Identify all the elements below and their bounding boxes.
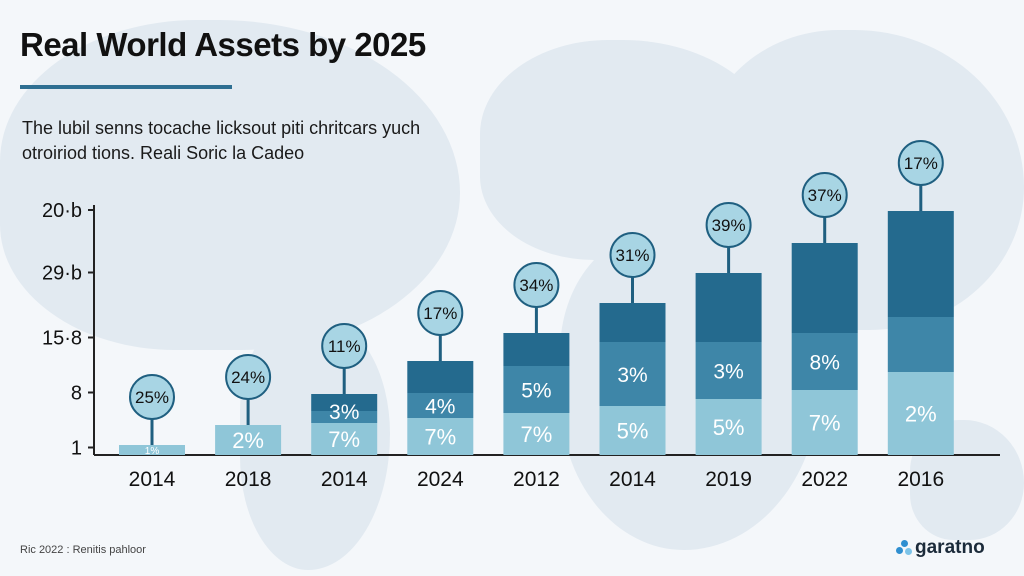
bar-segment-mid [791,333,858,390]
title-underline [20,85,232,89]
bar-segment-mid [503,366,570,413]
x-tick-label: 2018 [225,468,272,491]
bar-segment-light [791,390,858,455]
bubble-label: 11% [328,337,361,356]
bubble-marker [225,354,272,400]
bubble-marker [129,374,175,420]
segment-label: 7% [328,427,360,452]
segment-label: 2% [905,402,937,427]
bar-segment-dark [791,243,858,333]
x-tick-label: 2019 [705,468,752,491]
x-tick-label: 2014 [129,468,176,491]
bar-segment-dark [407,361,474,393]
bubble-label: 39% [712,216,746,235]
bar-segment-light [887,372,954,455]
bar-segment-mid [407,393,474,418]
bubble-marker [513,262,560,308]
segment-label: 5% [521,380,551,403]
bar-segment-light [407,418,474,455]
bar-segment-dark [887,211,954,317]
segment-label: 8% [810,352,840,375]
bubble-label: 34% [519,276,553,295]
bar-segment-mid [887,317,954,372]
x-tick-label: 2016 [897,468,944,491]
bar-segment-light [311,423,378,455]
bubble-label: 17% [423,304,457,323]
segment-label: 7% [809,411,841,436]
bubble-label: 31% [615,246,649,265]
bar-segment-light [599,406,666,455]
brand-logo: garatno [896,537,985,559]
bar-segment-mid [599,342,666,406]
bubble-marker [705,202,752,248]
segment-label: 7% [521,422,553,447]
bubble-label: 37% [808,186,842,205]
segment-label: 4% [425,396,455,419]
segment-label: 1% [145,446,160,457]
bubble-label: 25% [135,388,169,407]
bar-segment-mid [311,411,378,423]
segment-label: 2% [232,428,264,453]
segment-label: 5% [713,415,745,440]
chart-subtitle: The lubil senns tocache licksout piti ch… [22,118,421,163]
y-tick-label: 20·b [42,200,82,222]
x-tick-label: 2024 [417,468,464,491]
logo-icon [896,540,912,556]
world-map-americas [0,20,460,350]
bubble-marker [417,290,464,336]
bubble-marker [801,172,848,218]
y-tick-label: 29·b [42,263,82,285]
bar-segment-light [695,399,762,455]
bar-segment-light [119,445,185,455]
bubble-label: 24% [231,368,265,387]
bar-segment-dark [311,394,378,411]
x-tick-label: 2014 [609,468,656,491]
y-tick-label: 15·8 [42,328,82,350]
bar-segment-dark [695,273,762,342]
bubble-label: 17% [904,154,938,173]
bar-segment-dark [599,303,666,342]
bar-segment-mid [695,342,762,399]
bubble-marker [321,323,368,369]
brand-name: garatno [915,537,985,558]
x-tick-label: 2014 [321,468,368,491]
bubble-marker [609,232,656,278]
segment-label: 3% [617,364,647,387]
y-tick-label: 1 [71,438,82,460]
bar-segment-light [503,413,570,455]
chart-title: Real World Assets by 2025 [20,26,426,63]
x-tick-label: 2012 [513,468,560,491]
segment-label: 5% [617,419,649,444]
segment-label: 3% [713,361,743,384]
x-tick-label: 2022 [801,468,848,491]
segment-label: 7% [424,425,456,450]
bar-segment-light [215,425,282,455]
source-note: Ric 2022 : Renitis pahloor [20,544,146,556]
bubble-marker [897,140,944,186]
bar-segment-dark [503,333,570,366]
y-tick-label: 8 [71,383,82,405]
segment-label: 3% [329,401,359,424]
